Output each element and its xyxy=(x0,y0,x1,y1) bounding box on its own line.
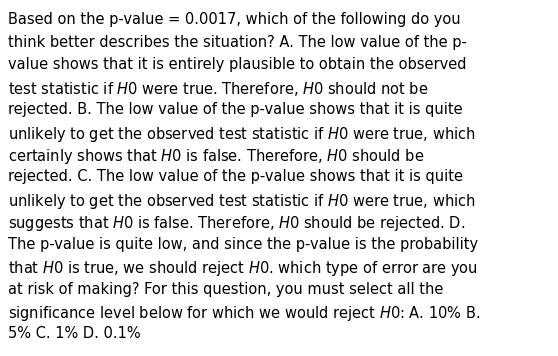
Text: value shows that it is entirely plausible to obtain the observed: value shows that it is entirely plausibl… xyxy=(8,57,467,72)
Text: significance level below for which we would reject $\mathit{H}$0: A. 10% B.: significance level below for which we wo… xyxy=(8,304,481,323)
Text: 5% C. 1% D. 0.1%: 5% C. 1% D. 0.1% xyxy=(8,326,141,341)
Text: that $\mathit{H}$0 is true, we should reject $\mathit{H}$0. which type of error : that $\mathit{H}$0 is true, we should re… xyxy=(8,259,478,278)
Text: rejected. C. The low value of the p-value shows that it is quite: rejected. C. The low value of the p-valu… xyxy=(8,169,463,184)
Text: think better describes the situation? A. The low value of the p-: think better describes the situation? A.… xyxy=(8,35,467,50)
Text: rejected. B. The low value of the p-value shows that it is quite: rejected. B. The low value of the p-valu… xyxy=(8,102,463,117)
Text: certainly shows that $\mathit{H}$0 is false. Therefore, $\mathit{H}$0 should be: certainly shows that $\mathit{H}$0 is fa… xyxy=(8,147,425,166)
Text: at risk of making? For this question, you must select all the: at risk of making? For this question, yo… xyxy=(8,282,444,297)
Text: test statistic if $\mathit{H}$0 were true. Therefore, $\mathit{H}$0 should not b: test statistic if $\mathit{H}$0 were tru… xyxy=(8,80,429,98)
Text: The p-value is quite low, and since the p-value is the probability: The p-value is quite low, and since the … xyxy=(8,237,479,252)
Text: unlikely to get the observed test statistic if $\mathit{H}$0 were true, which: unlikely to get the observed test statis… xyxy=(8,192,476,211)
Text: suggests that $\mathit{H}$0 is false. Therefore, $\mathit{H}$0 should be rejecte: suggests that $\mathit{H}$0 is false. Th… xyxy=(8,214,465,233)
Text: unlikely to get the observed test statistic if $\mathit{H}$0 were true, which: unlikely to get the observed test statis… xyxy=(8,125,476,143)
Text: Based on the p-value = 0.0017, which of the following do you: Based on the p-value = 0.0017, which of … xyxy=(8,12,461,27)
